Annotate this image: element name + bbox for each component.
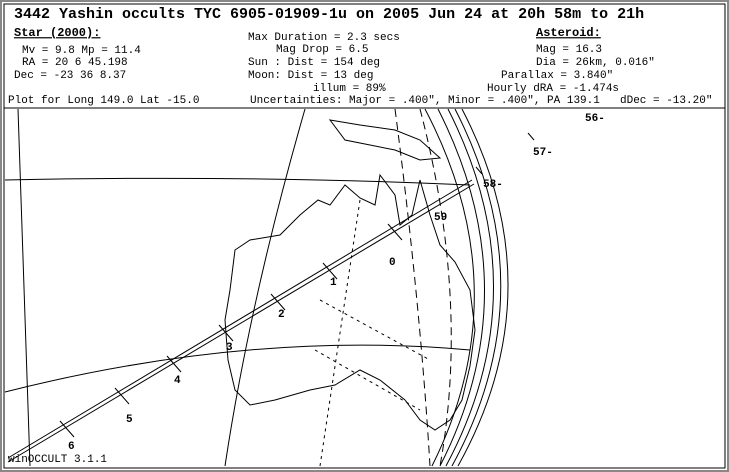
longitude-line [17,108,31,467]
dotted-line [319,199,361,467]
path-label: 3 [226,342,233,354]
plot-location: Plot for Long 149.0 Lat -15.0 [8,95,199,107]
limb-line [457,108,509,467]
limb-line [451,108,502,467]
path-label: 56- [585,113,605,125]
path-label: 5 [126,414,133,426]
time-tick [270,293,286,311]
time-tick [59,420,75,438]
coastline [224,173,476,431]
event-line: Moon: Dist = 13 deg [248,70,373,82]
event-line: illum = 89% [313,83,386,95]
star-line: RA = 20 6 45.198 [22,57,128,69]
time-tick [322,262,338,280]
path-label: 57- [533,147,553,159]
time-tick [387,223,403,241]
path-label: 6 [68,441,75,453]
asteroid-line: Dia = 26km, 0.016" [536,57,655,69]
latitude-line [4,344,471,393]
time-tick [527,132,535,141]
dashed-line [394,108,431,467]
tick-marks [59,132,535,438]
time-tick [114,387,130,405]
dotted-line [314,299,431,411]
path-label: 59 [434,212,447,224]
path-edge [7,179,473,459]
asteroid-heading: Asteroid: [536,26,601,40]
star-heading: Star (2000): [14,26,100,40]
star-line: Mv = 9.8 Mp = 11.4 [22,45,141,57]
limb-line [437,108,485,467]
event-line: Mag Drop = 6.5 [276,44,368,56]
latitude-line [4,177,471,186]
path-label: 4 [174,375,181,387]
path-label: 58- [483,179,503,191]
plot-frame [3,3,726,469]
footer: winOCCULT 3.1.1 [8,454,107,466]
asteroid-line: Hourly dRA = -1.474s [487,83,619,95]
limb-line [424,108,475,467]
coastline [328,119,442,161]
path-label: 1 [330,277,337,289]
event-line: Sun : Dist = 154 deg [248,57,380,69]
time-tick [166,355,182,373]
time-tick [218,324,234,342]
asteroid-line: Parallax = 3.840" [501,70,613,82]
title: 3442 Yashin occults TYC 6905-01909-1u on… [14,6,644,23]
asteroid-line: Mag = 16.3 [536,44,602,56]
uncertainties: Uncertainties: Major = .400", Minor = .4… [250,95,600,107]
star-line: Dec = -23 36 8.37 [14,70,126,82]
limb-line [445,108,494,467]
longitude-line [224,108,306,467]
dashed-line [419,108,452,467]
path-edge [7,183,475,463]
asteroid-line: dDec = -13.20" [620,95,712,107]
event-line: Max Duration = 2.3 secs [248,32,400,44]
path-label: 0 [389,257,396,269]
time-tick [475,166,483,175]
path-label: 2 [278,309,285,321]
